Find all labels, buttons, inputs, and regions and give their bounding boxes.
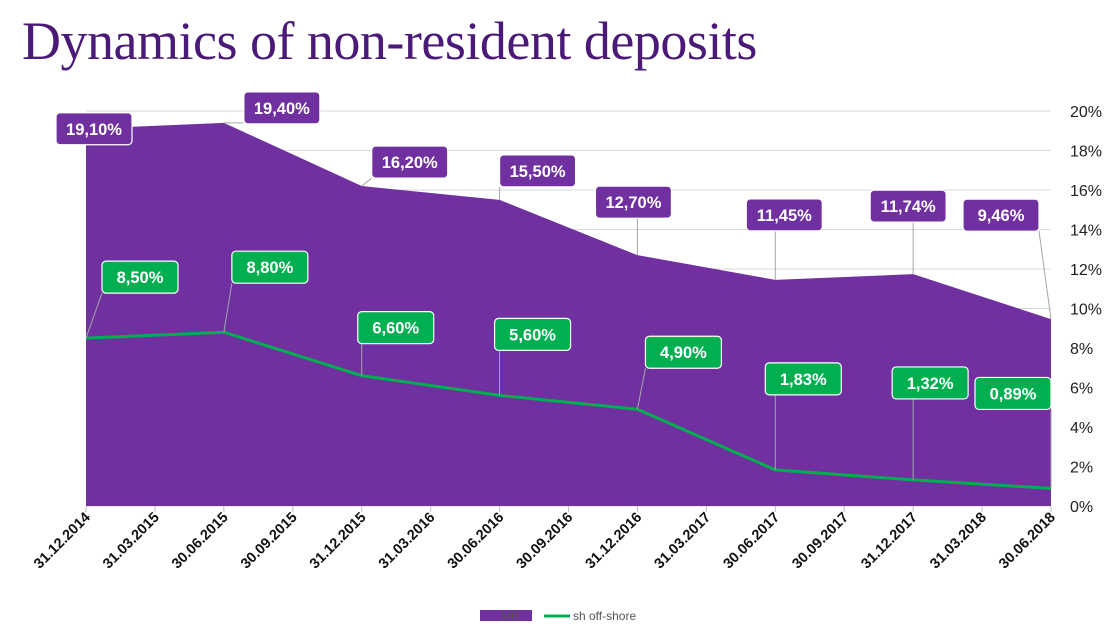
x-axis: 31.12.2014 31.03.2015 30.06.2015 30.09.2015…	[31, 506, 1059, 572]
y-tick-label: 20%	[1070, 104, 1102, 121]
leader-line	[636, 368, 646, 410]
data-label: 1,32%	[907, 375, 954, 393]
x-tick-label: 31.03.2015	[100, 510, 163, 573]
x-tick-label: 31.12.2016	[583, 510, 646, 573]
data-label: 6,60%	[372, 320, 419, 338]
data-label-box	[764, 362, 842, 396]
data-label: 15,50%	[510, 163, 566, 181]
data-label-box	[962, 198, 1040, 232]
data-label-box	[243, 91, 321, 125]
data-label-box	[493, 317, 572, 351]
x-tick-label: 30.06.2015	[169, 510, 232, 573]
data-label-box	[371, 145, 449, 179]
mr-area-series	[86, 122, 1051, 506]
x-tick-label: 31.12.2017	[858, 510, 921, 573]
y-tick-label: 12%	[1070, 262, 1102, 279]
data-label: 8,80%	[246, 259, 293, 277]
y-axis: 0% 2% 4% 6% 8% 10% 12% 14% 16% 18% 20%	[1070, 104, 1102, 516]
y-tick-label: 10%	[1070, 302, 1102, 319]
data-label: 4,90%	[660, 344, 707, 362]
data-label: 16,20%	[382, 154, 438, 172]
data-label-box	[974, 376, 1052, 411]
data-label-box	[55, 112, 133, 146]
offshore-line	[85, 330, 1052, 490]
x-tick-label: 30.09.2017	[789, 510, 852, 573]
data-label: 19,40%	[254, 100, 310, 118]
x-tick-label: 30.06.2018	[996, 510, 1059, 573]
data-label-box	[357, 311, 435, 345]
legend: MR sh off-shore	[480, 609, 636, 623]
x-tick-label: 31.03.2017	[652, 510, 715, 573]
data-label-box	[498, 154, 577, 188]
y-tick-label: 2%	[1070, 460, 1093, 477]
data-label: 19,10%	[66, 121, 122, 139]
y-tick-label: 6%	[1070, 381, 1093, 398]
leader-line	[1038, 231, 1052, 320]
data-label-box	[745, 198, 823, 232]
y-tick-label: 14%	[1070, 223, 1102, 240]
offshore-line-series	[85, 330, 1052, 490]
x-tick-label: 31.12.2014	[31, 510, 94, 573]
y-tick-label: 0%	[1070, 499, 1093, 516]
data-label: 12,70%	[605, 194, 661, 212]
data-label-box	[594, 185, 673, 219]
x-tick-label: 31.03.2016	[376, 510, 439, 573]
legend-swatch-mr	[480, 610, 532, 621]
leader-line	[85, 292, 103, 339]
data-label-box	[644, 335, 723, 369]
data-labels: 19,10% 19,40% 16,20% 15,50% 12,70% 11,45% 11,7…	[55, 91, 1052, 489]
y-tick-label: 8%	[1070, 341, 1093, 358]
data-label: 8,50%	[117, 269, 164, 287]
x-tick-label: 30.06.2016	[445, 510, 508, 573]
x-tick-label: 30.06.2017	[720, 510, 783, 573]
leader-line	[361, 177, 373, 187]
data-label: 1,83%	[780, 371, 827, 389]
y-tick-label: 4%	[1070, 420, 1093, 437]
data-label-box	[231, 250, 309, 284]
data-label-box	[891, 366, 969, 400]
legend-label-offshore: sh off-shore	[573, 609, 636, 623]
leader-line	[223, 283, 233, 333]
chart-title: Dynamics of non-resident deposits	[22, 11, 757, 71]
x-tick-label: 31.12.2015	[307, 510, 370, 573]
data-label: 11,45%	[757, 207, 812, 225]
y-tick-label: 16%	[1070, 183, 1102, 200]
data-label: 5,60%	[509, 326, 556, 344]
x-tick-label: 31.03.2018	[927, 510, 990, 573]
legend-label-mr: MR	[501, 609, 520, 623]
x-tick-label: 30.09.2016	[514, 510, 577, 573]
data-label: 9,46%	[978, 207, 1025, 225]
data-label-box	[101, 260, 179, 294]
data-label: 0,89%	[990, 385, 1037, 403]
data-label: 11,74%	[881, 198, 936, 216]
data-label-box	[869, 189, 947, 223]
mr-area	[86, 122, 1051, 506]
y-tick-label: 18%	[1070, 144, 1102, 161]
x-tick-label: 30.09.2015	[238, 510, 301, 573]
